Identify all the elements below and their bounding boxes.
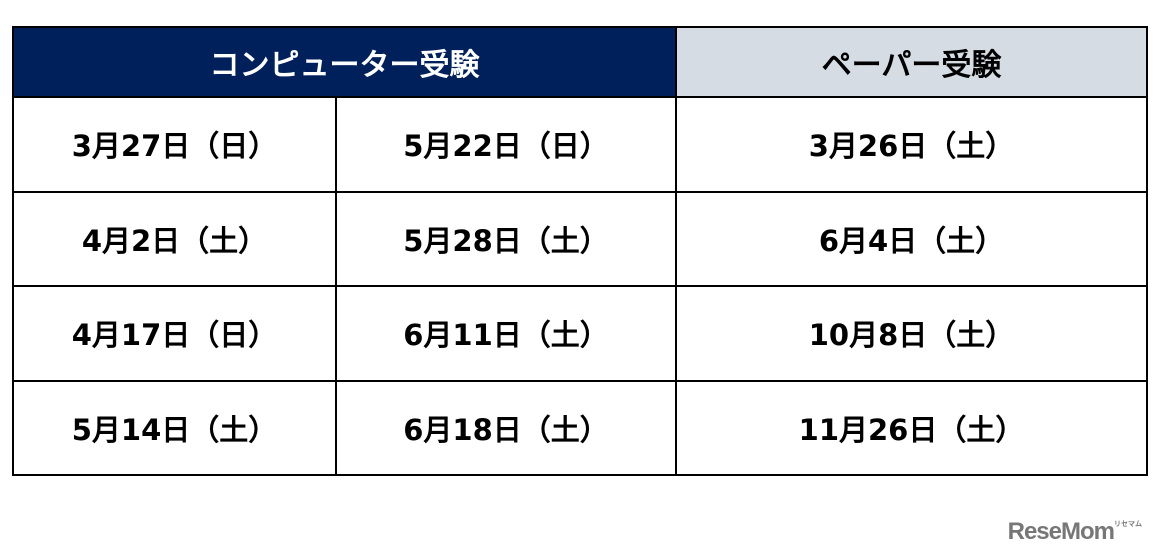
computer-date: 4月17日（日） (12, 285, 337, 382)
logo-ruby: リセマム (1114, 521, 1142, 528)
paper-date: 10月8日（土） (675, 285, 1148, 382)
computer-date: 4月2日（土） (12, 190, 337, 287)
header-row: コンピューター受験 ペーパー受験 (12, 26, 1148, 98)
computer-date: 5月28日（土） (335, 190, 677, 287)
computer-date: 5月14日（土） (12, 379, 337, 476)
computer-exam-header: コンピューター受験 (12, 26, 677, 98)
computer-date: 3月27日（日） (12, 96, 337, 193)
paper-date: 6月4日（土） (675, 190, 1148, 287)
table-row: 4月17日（日） 6月11日（土） 10月8日（土） (12, 285, 1148, 382)
logo-text: ReseMom (1007, 518, 1115, 545)
table-row: 4月2日（土） 5月28日（土） 6月4日（土） (12, 190, 1148, 287)
resemom-logo: ReseMomリセマム (1008, 518, 1142, 546)
table-row: 5月14日（土） 6月18日（土） 11月26日（土） (12, 379, 1148, 476)
computer-date: 5月22日（日） (335, 96, 677, 193)
computer-date: 6月18日（土） (335, 379, 677, 476)
table-row: 3月27日（日） 5月22日（日） 3月26日（土） (12, 96, 1148, 193)
paper-date: 11月26日（土） (675, 379, 1148, 476)
paper-exam-header: ペーパー受験 (675, 26, 1148, 98)
computer-date: 6月11日（土） (335, 285, 677, 382)
paper-date: 3月26日（土） (675, 96, 1148, 193)
exam-schedule-table: コンピューター受験 ペーパー受験 3月27日（日） 5月22日（日） 3月26日… (12, 26, 1148, 476)
